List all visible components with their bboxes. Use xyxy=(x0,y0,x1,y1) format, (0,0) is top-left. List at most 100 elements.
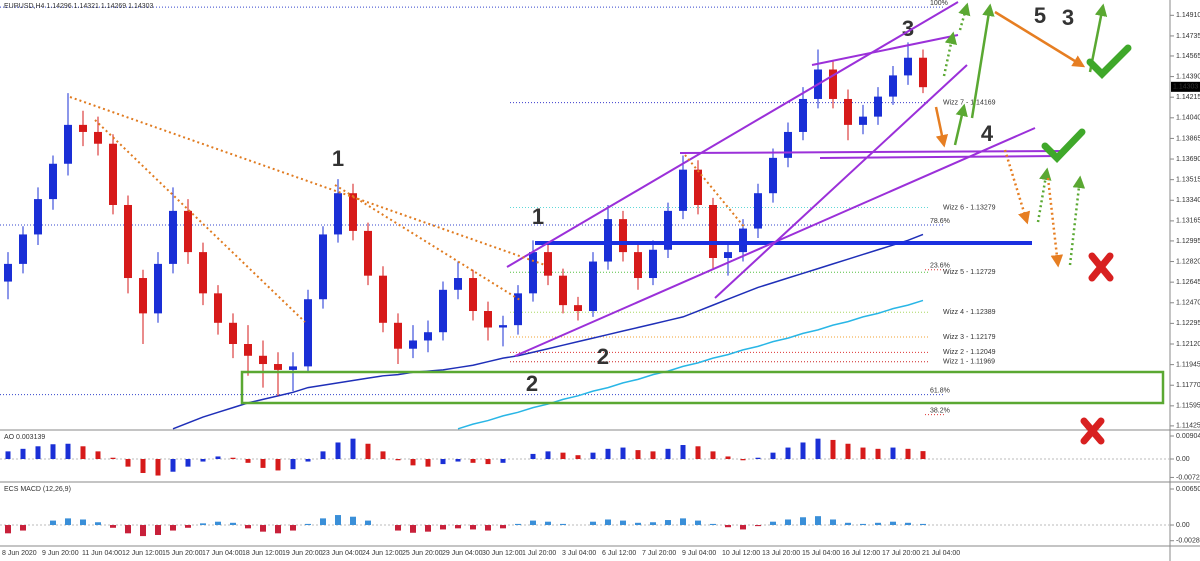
ao-bar xyxy=(80,446,86,460)
ao-bar xyxy=(395,459,401,461)
ao-bar xyxy=(470,459,476,463)
macd-label: ECS MACD (12,26,9) xyxy=(4,486,71,493)
ao-bar xyxy=(245,459,251,463)
ao-bar xyxy=(305,459,311,462)
level-label: Wizz 3 - 1.12179 xyxy=(943,334,996,341)
candle-body xyxy=(34,199,42,235)
icons xyxy=(1041,44,1132,445)
ao-bar xyxy=(455,459,461,462)
y-tick-label: 1.13165 xyxy=(1176,218,1200,225)
ao-bar xyxy=(350,438,356,460)
candle-body xyxy=(439,289,447,333)
macd-bar xyxy=(455,525,461,529)
y-tick-label: 1.11595 xyxy=(1176,403,1200,410)
macd-bar xyxy=(590,521,596,526)
x-tick-label: 8 Jun 2020 xyxy=(2,550,37,557)
drawings xyxy=(69,1,1165,445)
ao-bar xyxy=(215,456,221,460)
ao-bar xyxy=(275,459,281,471)
ao-bar xyxy=(845,443,851,460)
x-tick-label: 29 Jun 04:00 xyxy=(442,550,483,557)
macd-bar xyxy=(470,525,476,530)
candle-body xyxy=(844,98,852,125)
ao-bar xyxy=(590,452,596,460)
ao-bar xyxy=(815,438,821,460)
wave-label: 1 xyxy=(532,204,544,229)
candle-body xyxy=(559,275,567,306)
candle-body xyxy=(184,210,192,253)
macd-bar xyxy=(410,525,416,533)
y-tick-label: 1.11770 xyxy=(1176,382,1200,389)
candle-body xyxy=(244,344,252,356)
ao-bar xyxy=(635,450,641,460)
y-tick-label: 1.12645 xyxy=(1176,279,1200,286)
macd-bar xyxy=(215,521,221,526)
candle-body xyxy=(919,57,927,88)
moving-average xyxy=(457,299,924,430)
ao-bar xyxy=(185,459,191,467)
macd-bar xyxy=(635,522,641,526)
ao-bar xyxy=(665,448,671,460)
y-tick-label: -0.007247 xyxy=(1176,474,1200,481)
ao-bar xyxy=(95,451,101,460)
y-tick-label: 1.14565 xyxy=(1176,53,1200,60)
macd-bar xyxy=(140,525,146,537)
candle-body xyxy=(79,124,87,132)
ao-bar xyxy=(530,453,536,460)
ao-bar xyxy=(440,459,446,465)
macd-bar xyxy=(20,525,26,531)
candle-body xyxy=(139,278,147,314)
x-tick-label: 9 Jul 04:00 xyxy=(682,550,716,557)
y-tick-label: 1.12470 xyxy=(1176,300,1200,307)
ao-bar xyxy=(320,451,326,460)
macd-bar xyxy=(725,525,731,528)
ao-bar xyxy=(410,459,416,466)
y-tick-label: 1.12995 xyxy=(1176,238,1200,245)
candle-body xyxy=(424,332,432,341)
ao-bar xyxy=(890,447,896,460)
candle-body xyxy=(499,325,507,328)
y-tick-label: 1.14910 xyxy=(1176,12,1200,19)
candle-body xyxy=(769,157,777,194)
ao-bar xyxy=(650,451,656,460)
candle-body xyxy=(739,228,747,253)
candle-body xyxy=(799,98,807,132)
x-tick-label: 19 Jun 20:00 xyxy=(282,550,323,557)
candle-body xyxy=(289,366,297,370)
x-tick-label: 15 Jun 20:00 xyxy=(162,550,203,557)
macd-bar xyxy=(305,523,311,526)
ao-bar xyxy=(125,459,131,467)
candle-body xyxy=(169,210,177,264)
x-tick-label: 16 Jul 12:00 xyxy=(842,550,880,557)
candle-body xyxy=(544,252,552,276)
candle-body xyxy=(709,204,717,258)
candle-body xyxy=(859,116,867,125)
ao-bar xyxy=(680,445,686,460)
x-tick-label: 13 Jul 20:00 xyxy=(762,550,800,557)
macd-bar xyxy=(185,525,191,528)
ao-bar xyxy=(575,455,581,460)
ao-bar xyxy=(770,452,776,460)
candle-body xyxy=(829,69,837,99)
candle-body xyxy=(574,305,582,312)
candle-body xyxy=(469,278,477,312)
x-tick-label: 23 Jun 04:00 xyxy=(322,550,363,557)
wave-label: 4 xyxy=(981,121,994,146)
ao-bar xyxy=(500,459,506,463)
ao-bar xyxy=(710,451,716,460)
wave-label: 5 xyxy=(1034,3,1046,28)
ao-bar xyxy=(920,451,926,460)
ao-bar xyxy=(905,448,911,460)
candle-body xyxy=(364,230,372,276)
macd-bar xyxy=(605,519,611,526)
candle-body xyxy=(784,131,792,158)
y-tick-label: 1.11945 xyxy=(1176,361,1200,368)
y-tick-label: 1.14040 xyxy=(1176,115,1200,122)
macd-bar xyxy=(830,519,836,526)
level-label: Wizz 1 - 1.11969 xyxy=(943,359,995,366)
fib-label: 78.6% xyxy=(930,218,950,225)
ao-bar xyxy=(230,457,236,460)
ao-bar xyxy=(200,459,206,462)
wave-label: 2 xyxy=(526,371,538,396)
candle-body xyxy=(4,263,12,282)
